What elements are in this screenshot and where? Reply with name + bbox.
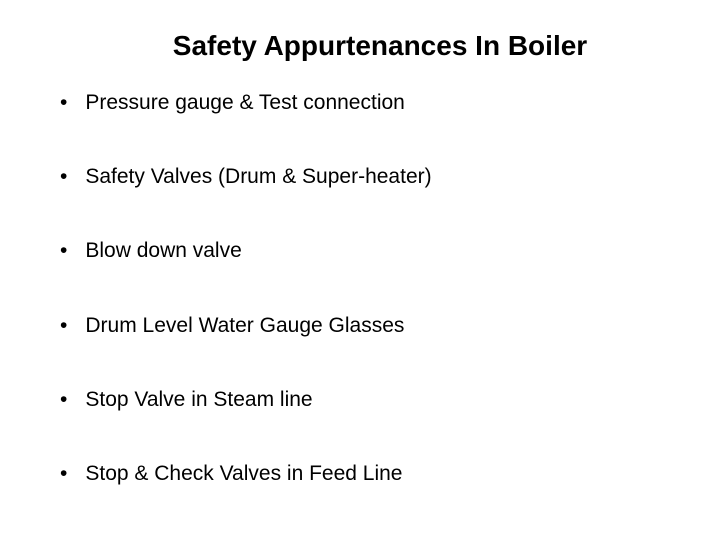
bullet-text: Pressure gauge & Test connection [85,90,404,115]
bullet-marker-icon: • [60,90,67,115]
list-item: • Blow down valve [60,238,670,263]
list-item: • Pressure gauge & Test connection [60,90,670,115]
bullet-marker-icon: • [60,313,67,338]
list-item: • Stop & Check Valves in Feed Line [60,461,670,486]
bullet-marker-icon: • [60,238,67,263]
bullet-marker-icon: • [60,461,67,486]
list-item: • Safety Valves (Drum & Super-heater) [60,164,670,189]
bullet-text: Blow down valve [85,238,241,263]
bullet-text: Stop Valve in Steam line [85,387,312,412]
slide-title: Safety Appurtenances In Boiler [90,30,670,62]
bullet-marker-icon: • [60,164,67,189]
list-item: • Stop Valve in Steam line [60,387,670,412]
list-item: • Drum Level Water Gauge Glasses [60,313,670,338]
bullet-text: Drum Level Water Gauge Glasses [85,313,404,338]
bullet-text: Stop & Check Valves in Feed Line [85,461,402,486]
bullet-text: Safety Valves (Drum & Super-heater) [85,164,431,189]
bullet-list: • Pressure gauge & Test connection • Saf… [50,90,670,486]
bullet-marker-icon: • [60,387,67,412]
